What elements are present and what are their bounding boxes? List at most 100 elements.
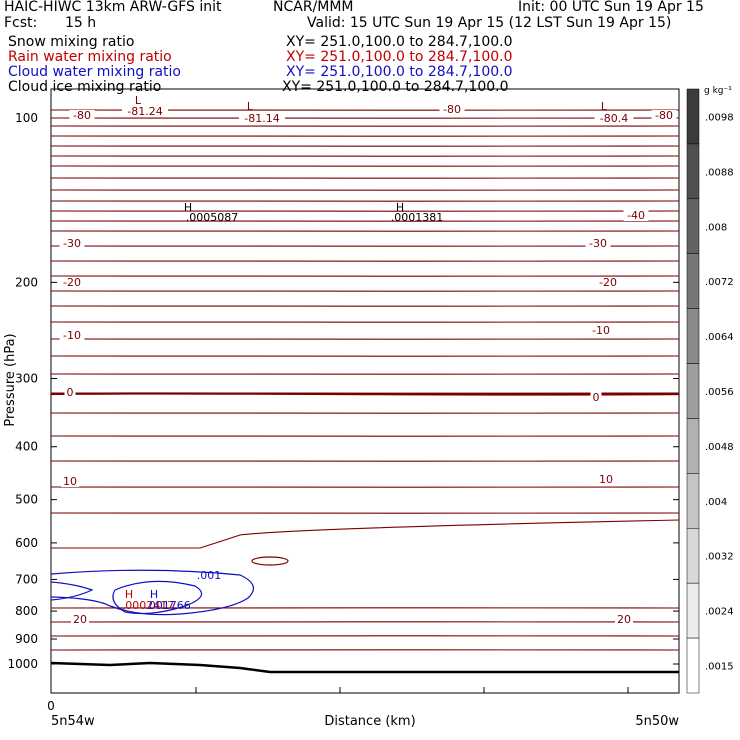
contour-label-bg [59,277,85,288]
y-tick-label: 1000 [7,657,38,671]
colorbar: .0098 .0088 .008 .0072 .0064 .0056 .0048 .004 .0… [686,88,734,694]
y-tick-label: 500 [15,493,38,507]
plot-frame [50,88,680,694]
temperature-contour [50,305,680,307]
temperature-contour-label: 10 [599,473,613,486]
contour-label-bg [623,210,649,221]
cloud-water-inner-contour [112,580,203,615]
contour-label-bg [615,614,633,625]
contour-label-bg [590,392,602,403]
x-start-label: 5n54w [51,714,95,729]
colorbar-segment [686,143,700,200]
temperature-contour-label: -80 [655,109,673,122]
temperature-contour [50,321,680,323]
y-tick-label: 700 [15,572,38,586]
temperature-contour [50,338,680,340]
x-end-label: 5n50w [635,714,679,729]
colorbar-label: .008 [705,222,727,233]
extremum-value: .001766 [145,599,191,612]
temperature-contour [50,607,680,609]
temperature-contour-label: -20 [63,276,81,289]
y-tick-label: 200 [15,275,38,289]
temperature-contour [50,649,680,651]
cloud-water-contour [50,569,255,616]
colorbar-units: g kg⁻¹ [704,86,732,96]
temperature-contour [50,260,680,262]
x-tick-label: 0 [47,699,55,713]
temperature-contour-label: 20 [617,613,631,626]
temperature-contour-label: 0 [67,386,74,399]
field-cloudwater-xy: XY= 251.0,100.0 to 284.7,100.0 [286,64,513,80]
field-cloudice-name: Cloud ice mixing ratio [8,79,162,95]
temperature-contour [50,512,680,514]
colorbar-segment [686,198,700,254]
field-snow-xy: XY= 251.0,100.0 to 284.7,100.0 [286,34,513,50]
temperature-contour [50,435,680,437]
extremum-value: .0005087 [186,211,239,224]
temperature-contour [50,109,680,111]
field-rain-xy: XY= 251.0,100.0 to 284.7,100.0 [286,49,513,65]
y-tick-label: 600 [15,536,38,550]
temperature-contour [50,486,680,488]
temperature-contour [50,210,680,212]
temperature-contour [50,621,680,623]
contour-label-bg [594,113,634,124]
temperature-contour-label: 10 [63,475,77,488]
contour-label-bg [439,104,465,115]
y-tick-label: 900 [15,632,38,646]
temperature-contour-label: -20 [599,276,617,289]
temperature-contour [50,245,680,247]
y-tick-label: 800 [15,604,38,618]
temperature-contour [50,220,680,222]
colorbar-label: .0098 [705,112,734,123]
contour-label-bg [585,238,611,249]
y-tick-label: 300 [15,372,38,386]
colorbar-segment [686,637,700,694]
temperature-contour [50,125,680,127]
extremum-value: .0001381 [391,211,444,224]
zero-temperature-contour [50,392,680,396]
colorbar-segment [686,528,700,584]
colorbar-segment [686,418,700,474]
contour-label-bg [597,474,615,485]
extremum-marker: L [247,100,254,113]
contour-label-bg [239,113,285,124]
temperature-contour [50,165,680,167]
temperature-contour-label: -80 [73,109,91,122]
colorbar-segment [686,582,700,639]
contour-label-bg [61,476,79,487]
temperature-contour [50,355,680,357]
colorbar-label: .0072 [705,277,734,288]
extremum-marker: L [601,100,608,113]
temperature-contour-label: -80 [443,103,461,116]
colorbar-segment [686,88,700,145]
colorbar-segment [686,473,700,529]
temperature-contour-label: -10 [592,324,610,337]
temperature-contour [50,460,680,462]
contour-label-bg [196,569,222,580]
extremum-marker: H [125,588,133,601]
init-time: Init: 00 UTC Sun 19 Apr 15 [518,0,704,15]
temperature-contour-label: 0 [593,391,600,404]
extremum-marker: H [396,201,404,214]
temperature-contour-label: 20 [73,613,87,626]
temperature-contour [50,275,680,277]
forecast-hour: 15 h [65,15,97,31]
valid-time: Valid: 15 UTC Sun 19 Apr 15 (12 LST Sun … [307,15,672,31]
temperature-contour [50,200,680,202]
field-cloudice-xy: XY= 251.0,100.0 to 284.7,100.0 [282,79,509,95]
small-closed-contour [251,556,289,566]
terrain-line [50,661,679,674]
temperature-contour [50,135,680,137]
contour-label-bg [69,110,95,121]
cloud-water-label: .001 [197,569,222,582]
contour-label-bg [64,387,76,398]
x-axis-label: Distance (km) [324,714,415,729]
temperature-contour-label: -81.24 [127,105,162,118]
field-rain-name: Rain water mixing ratio [8,49,172,65]
extremum-marker: L [135,94,142,107]
colorbar-segment [686,363,700,419]
temperature-contour-label: -10 [63,329,81,342]
colorbar-segment [686,253,700,309]
